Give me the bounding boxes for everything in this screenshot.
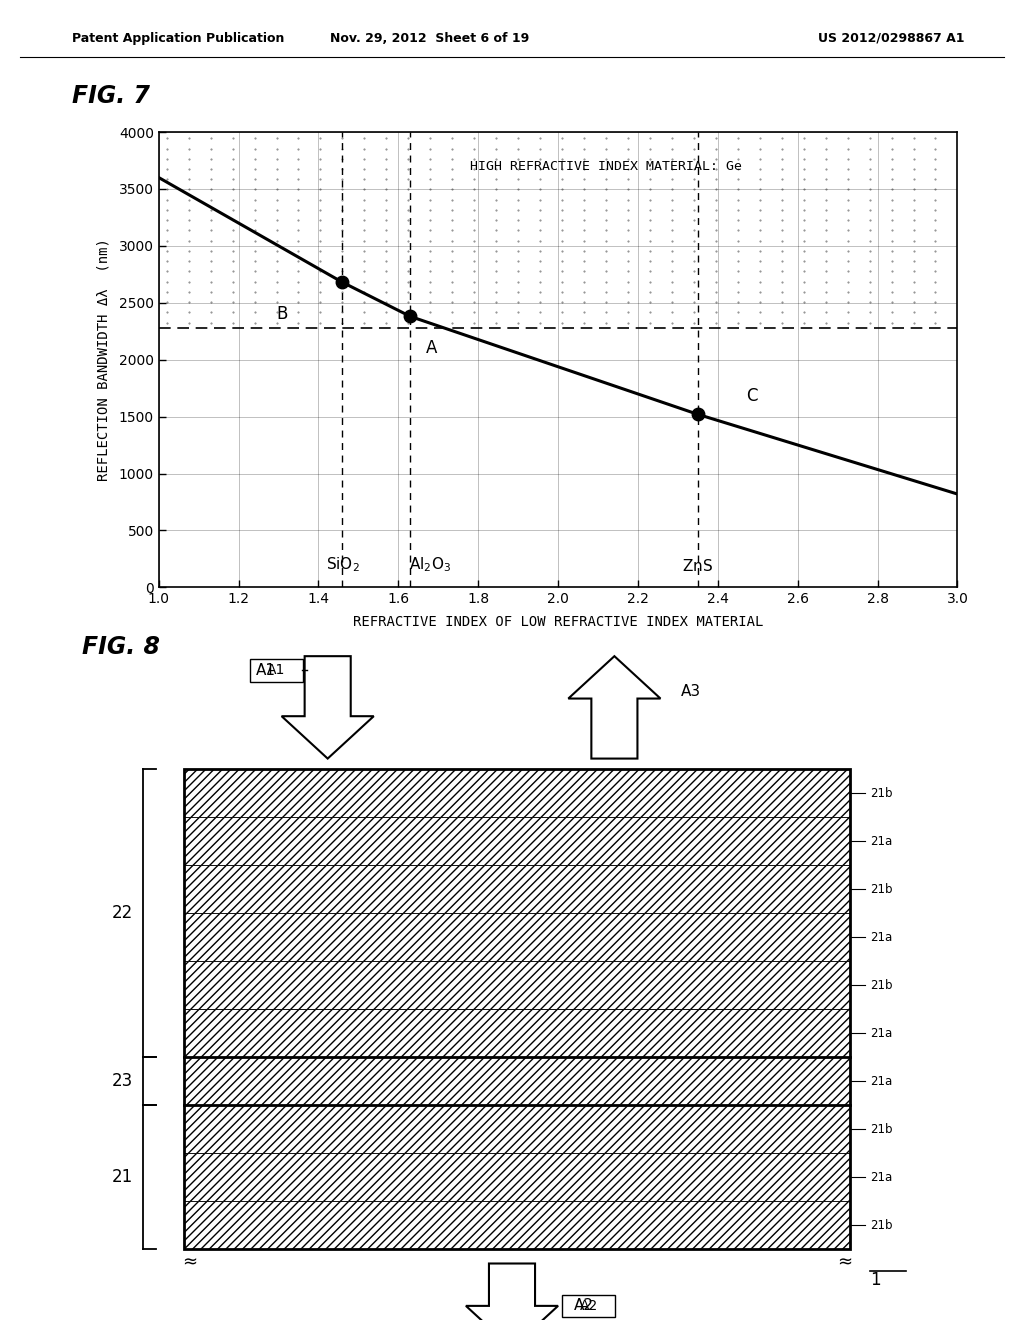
Text: 21a: 21a bbox=[870, 1027, 893, 1040]
Text: 21b: 21b bbox=[870, 787, 893, 800]
Text: A1: A1 bbox=[256, 663, 276, 677]
Text: 21a: 21a bbox=[870, 834, 893, 847]
Text: A: A bbox=[426, 339, 437, 358]
Bar bbox=[184, 1057, 850, 1105]
Bar bbox=[184, 913, 850, 961]
Text: Patent Application Publication: Patent Application Publication bbox=[72, 32, 284, 45]
Text: 22: 22 bbox=[112, 904, 133, 923]
Bar bbox=[184, 1105, 850, 1154]
Text: US 2012/0298867 A1: US 2012/0298867 A1 bbox=[817, 32, 965, 45]
Text: ≈: ≈ bbox=[182, 1253, 197, 1271]
Bar bbox=[184, 817, 850, 865]
PathPatch shape bbox=[466, 1263, 558, 1320]
Text: B: B bbox=[276, 305, 288, 323]
Text: C: C bbox=[745, 387, 758, 405]
Text: A2: A2 bbox=[580, 1299, 598, 1313]
Text: 21a: 21a bbox=[870, 1171, 893, 1184]
Bar bbox=[184, 1154, 850, 1201]
Bar bbox=[184, 865, 850, 913]
Bar bbox=[184, 770, 850, 1249]
Bar bbox=[184, 1010, 850, 1057]
Bar bbox=[184, 770, 850, 817]
Text: 21a: 21a bbox=[870, 1074, 893, 1088]
FancyBboxPatch shape bbox=[562, 1295, 615, 1317]
PathPatch shape bbox=[568, 656, 660, 759]
Text: FIG. 8: FIG. 8 bbox=[82, 635, 160, 659]
Text: $\mathrm{ZnS}$: $\mathrm{ZnS}$ bbox=[682, 558, 714, 574]
Text: 23: 23 bbox=[112, 1072, 133, 1090]
Y-axis label: REFLECTION BANDWIDTH Δλ  (nm): REFLECTION BANDWIDTH Δλ (nm) bbox=[96, 239, 111, 480]
Text: 21b: 21b bbox=[870, 883, 893, 896]
Bar bbox=[184, 961, 850, 1010]
Text: 21b: 21b bbox=[870, 1123, 893, 1135]
Text: 21b: 21b bbox=[870, 1218, 893, 1232]
PathPatch shape bbox=[282, 656, 374, 759]
Text: 21a: 21a bbox=[870, 931, 893, 944]
Text: ≈: ≈ bbox=[838, 1253, 852, 1271]
Text: A2: A2 bbox=[573, 1299, 594, 1313]
Text: A1: A1 bbox=[267, 663, 286, 677]
Text: 1: 1 bbox=[870, 1271, 881, 1288]
FancyBboxPatch shape bbox=[250, 659, 303, 681]
Text: HIGH REFRACTIVE INDEX MATERIAL: Ge: HIGH REFRACTIVE INDEX MATERIAL: Ge bbox=[470, 160, 742, 173]
Text: 21b: 21b bbox=[870, 978, 893, 991]
X-axis label: REFRACTIVE INDEX OF LOW REFRACTIVE INDEX MATERIAL: REFRACTIVE INDEX OF LOW REFRACTIVE INDEX… bbox=[353, 615, 763, 628]
Text: $\mathrm{SiO_2}$: $\mathrm{SiO_2}$ bbox=[326, 554, 359, 574]
Text: A3: A3 bbox=[681, 684, 701, 700]
Text: $\mathrm{Al_2O_3}$: $\mathrm{Al_2O_3}$ bbox=[410, 554, 452, 574]
Bar bbox=[184, 1201, 850, 1249]
Text: Nov. 29, 2012  Sheet 6 of 19: Nov. 29, 2012 Sheet 6 of 19 bbox=[331, 32, 529, 45]
Text: FIG. 7: FIG. 7 bbox=[72, 83, 150, 108]
Text: 21: 21 bbox=[112, 1168, 133, 1187]
